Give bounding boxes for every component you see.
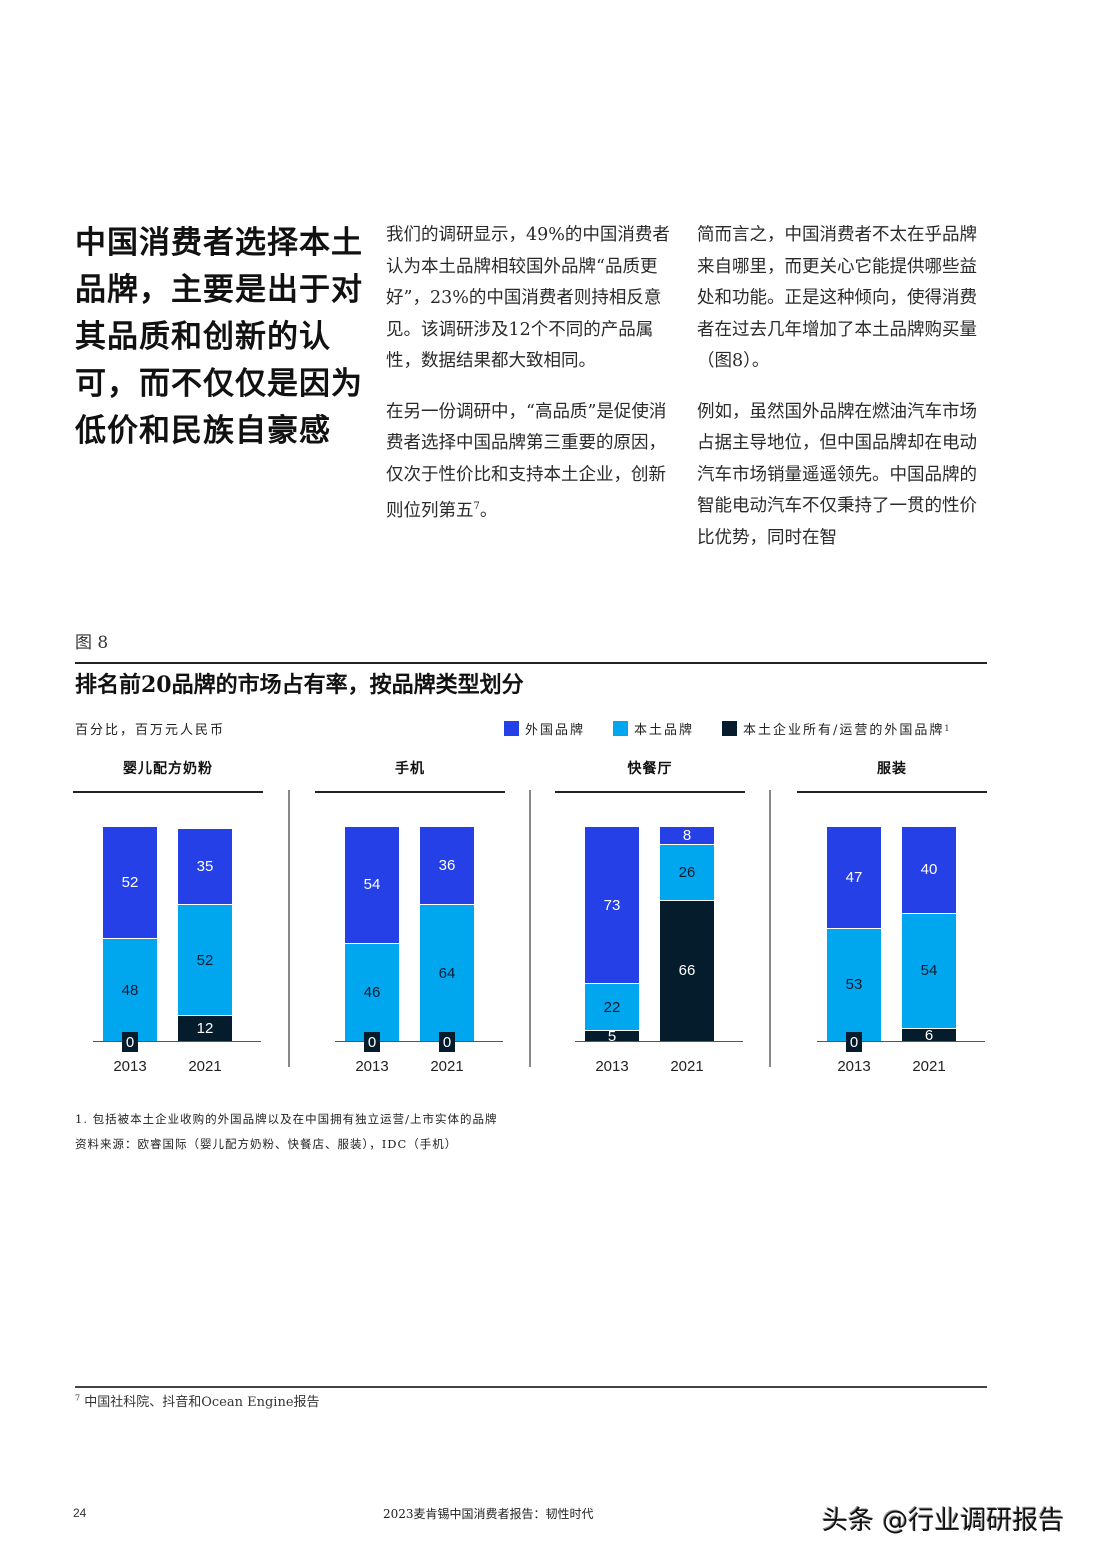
paragraph: 简而言之，中国消费者不太在乎品牌来自哪里，而更关心它能提供哪些益处和功能。正是这… (697, 225, 977, 371)
chart-panel: 快餐厅 73 22 5 2013 8 26 66 2021 (555, 755, 745, 1085)
value-tag-owned: 0 (364, 1032, 380, 1052)
panel-title: 服装 (877, 761, 907, 777)
panel-title: 婴儿配方奶粉 (123, 761, 213, 777)
figure-title: 排名前20品牌的市场占有率，按品牌类型划分 (75, 672, 524, 698)
chart-legend: 外国品牌 本土品牌 本土企业所有/运营的外国品牌 1 (504, 719, 952, 738)
bar-segment-owned: 5 (585, 1028, 639, 1045)
footnote-ref[interactable]: 7 (473, 501, 480, 512)
footnote: 7 中国社科院、抖音和Ocean Engine报告 (75, 1393, 320, 1410)
body-column-middle: 我们的调研显示，49%的中国消费者认为本土品牌相较国外品牌“品质更好”，23%的… (386, 220, 676, 546)
chart-source: 资料来源：欧睿国际（婴儿配方奶粉、快餐店、服装），IDC（手机） (75, 1137, 458, 1151)
running-title: 2023麦肯锡中国消费者报告：韧性时代 (383, 1507, 594, 1521)
panel-divider (769, 790, 771, 1067)
panel-divider (529, 790, 531, 1067)
stacked-bar: 35 52 12 (178, 829, 232, 1041)
stacked-bar: 54 46 (345, 827, 399, 1041)
paragraph: 我们的调研显示，49%的中国消费者认为本土品牌相较国外品牌“品质更好”，23%的… (386, 225, 670, 371)
legend-swatch (504, 721, 519, 736)
legend-item-owned: 本土企业所有/运营的外国品牌 1 (722, 719, 951, 738)
panel-title: 快餐厅 (627, 761, 673, 777)
panel-title: 手机 (395, 761, 425, 777)
stacked-bar: 40 54 6 (902, 827, 956, 1044)
bar-segment-foreign: 47 (827, 827, 881, 928)
bar-segment-local: 22 (585, 983, 639, 1031)
legend-swatch (613, 721, 629, 736)
divider (75, 662, 987, 664)
page-number: 24 (73, 1506, 87, 1520)
divider (75, 1386, 987, 1388)
divider (797, 791, 987, 793)
x-axis-baseline (817, 1040, 985, 1042)
chart-note: 1. 包括被本土企业收购的外国品牌以及在中国拥有独立运营/上市实体的品牌 (75, 1112, 498, 1126)
legend-swatch (722, 721, 738, 736)
headline: 中国消费者选择本土品牌，主要是出于对其品质和创新的认可，而不仅仅是因为低价和民族… (75, 225, 363, 449)
bar-segment-owned: 6 (902, 1027, 956, 1044)
x-tick-label: 2013 (355, 1058, 389, 1075)
panel-divider (288, 790, 290, 1067)
stacked-bar: 36 64 (420, 827, 474, 1041)
legend-item-foreign: 外国品牌 (504, 719, 585, 738)
x-axis-baseline (93, 1040, 261, 1042)
body-column-right: 简而言之，中国消费者不太在乎品牌来自哪里，而更关心它能提供哪些益处和功能。正是这… (697, 220, 987, 573)
stacked-bar: 47 53 (827, 827, 881, 1041)
bar-segment-foreign: 36 (420, 827, 474, 905)
bar-segment-owned: 66 (660, 899, 714, 1041)
x-tick-label: 2021 (188, 1058, 222, 1075)
stacked-bar: 73 22 5 (585, 827, 639, 1045)
bar-segment-local: 53 (827, 927, 881, 1041)
chart-panel: 手机 54 46 0 2013 36 64 0 2021 (315, 755, 505, 1085)
bar-segment-local: 46 (345, 942, 399, 1041)
chart-panel: 服装 47 53 0 2013 40 54 6 2021 (797, 755, 987, 1085)
bar-segment-local: 48 (103, 938, 157, 1041)
bar-segment-local: 64 (420, 904, 474, 1041)
x-tick-label: 2013 (595, 1058, 629, 1075)
watermark: 头条 @行业调研报告 (822, 1506, 1065, 1536)
stacked-bar: 52 48 (103, 827, 157, 1041)
value-tag-owned: 0 (846, 1032, 862, 1052)
x-axis-baseline (335, 1040, 503, 1042)
stacked-bar: 8 26 66 (660, 827, 714, 1041)
bar-segment-owned: 12 (178, 1015, 232, 1041)
bar-segment-foreign: 8 (660, 827, 714, 845)
bar-segment-local: 54 (902, 912, 956, 1029)
units-label: 百分比，百万元人民币 (75, 723, 226, 738)
x-tick-label: 2013 (113, 1058, 147, 1075)
chart-panel: 婴儿配方奶粉 52 48 0 2013 35 52 12 2021 (73, 755, 263, 1085)
bar-segment-foreign: 35 (178, 829, 232, 905)
bar-segment-foreign: 40 (902, 827, 956, 913)
divider (315, 791, 505, 793)
x-tick-label: 2021 (430, 1058, 464, 1075)
x-tick-label: 2021 (912, 1058, 946, 1075)
figure-label: 图 8 (75, 633, 109, 653)
paragraph: 例如，虽然国外品牌在燃油汽车市场占据主导地位，但中国品牌却在电动汽车市场销量遥遥… (697, 401, 977, 548)
value-tag-owned: 0 (122, 1032, 138, 1052)
bar-segment-local: 26 (660, 844, 714, 900)
bar-segment-foreign: 54 (345, 827, 399, 943)
bar-segment-foreign: 52 (103, 827, 157, 939)
x-axis-baseline (575, 1040, 743, 1042)
legend-item-local: 本土品牌 (613, 719, 694, 738)
paragraph: 在另一份调研中，“高品质”是促使消费者选择中国品牌第三重要的原因，仅次于性价比和… (386, 401, 667, 521)
bar-segment-local: 52 (178, 904, 232, 1016)
x-tick-label: 2013 (837, 1058, 871, 1075)
divider (73, 791, 263, 793)
bar-segment-foreign: 73 (585, 827, 639, 984)
value-tag-owned: 0 (439, 1032, 455, 1052)
divider (555, 791, 745, 793)
x-tick-label: 2021 (670, 1058, 704, 1075)
